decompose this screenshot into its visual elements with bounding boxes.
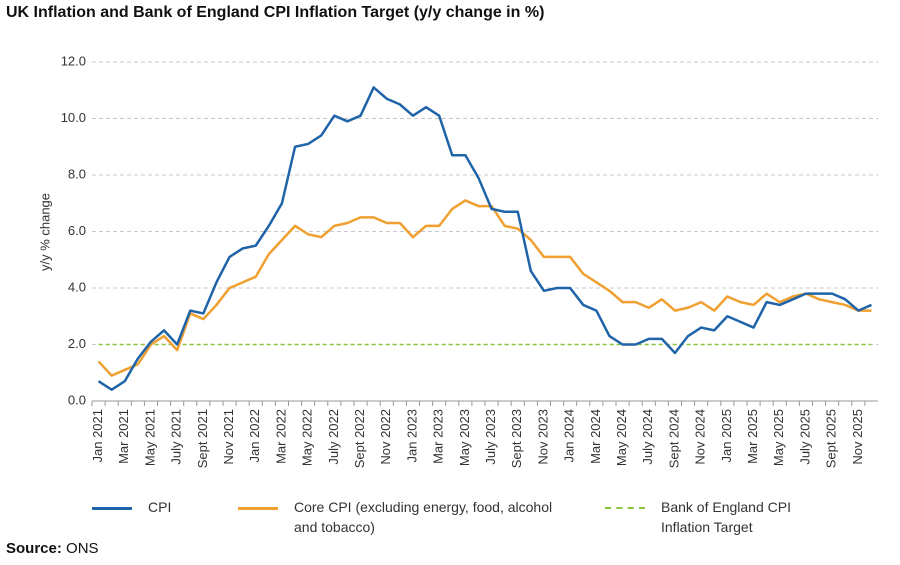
x-tick-label: Jan 2022 <box>247 409 262 463</box>
legend-label: Bank of England CPI Inflation Target <box>661 499 791 535</box>
x-tick-label: Nov 2023 <box>535 409 550 465</box>
source-label: Source: <box>6 540 62 557</box>
x-tick-label: Jan 2023 <box>404 409 419 463</box>
legend-label: Core CPI (excluding energy, food, alcoho… <box>294 499 553 535</box>
legend-item: Core CPI (excluding energy, food, alcoho… <box>238 497 568 537</box>
x-tick-label: Mar 2025 <box>745 409 760 464</box>
x-tick-label: Jan 2024 <box>562 409 577 463</box>
x-tick-label: Mar 2023 <box>431 409 446 464</box>
x-tick-label: May 2021 <box>142 409 157 466</box>
legend-item: CPI <box>92 497 222 517</box>
x-tick-label: May 2023 <box>457 409 472 466</box>
x-tick-label: Nov 2024 <box>693 409 708 465</box>
legend-swatch <box>605 507 645 509</box>
x-tick-label: Sept 2024 <box>666 409 681 468</box>
legend-swatch <box>238 507 278 510</box>
x-tick-label: Sept 2022 <box>352 409 367 468</box>
y-tick-label: 10.0 <box>61 110 86 125</box>
y-tick-label: 0.0 <box>68 392 86 407</box>
x-tick-label: Jan 2025 <box>719 409 734 463</box>
y-tick-label: 12.0 <box>61 53 86 68</box>
y-tick-label: 2.0 <box>68 336 86 351</box>
x-tick-label: Mar 2024 <box>588 409 603 464</box>
x-tick-label: Nov 2025 <box>850 409 865 465</box>
y-tick-label: 6.0 <box>68 223 86 238</box>
x-tick-label: Mar 2022 <box>273 409 288 464</box>
x-tick-label: July 2021 <box>169 409 184 465</box>
y-tick-label: 4.0 <box>68 279 86 294</box>
x-tick-label: Sept 2021 <box>195 409 210 468</box>
y-axis-title: y/y % change <box>37 193 52 271</box>
legend-label: CPI <box>148 499 172 515</box>
x-tick-label: July 2023 <box>483 409 498 465</box>
legend-swatch <box>92 507 132 510</box>
y-tick-label: 8.0 <box>68 166 86 181</box>
x-tick-label: Jan 2021 <box>90 409 105 463</box>
x-tick-label: Sept 2025 <box>824 409 839 468</box>
line-series <box>97 86 872 391</box>
source-text: ONS <box>66 540 99 557</box>
x-tick-label: May 2022 <box>300 409 315 466</box>
x-tick-label: July 2025 <box>797 409 812 465</box>
source: Source: ONS <box>6 540 99 557</box>
x-tick-label: Nov 2021 <box>221 409 236 465</box>
x-tick-label: July 2022 <box>326 409 341 465</box>
x-tick-label: May 2025 <box>771 409 786 466</box>
x-tick-label: July 2024 <box>640 409 655 465</box>
x-tick-label: May 2024 <box>614 409 629 466</box>
legend-item: Bank of England CPI Inflation Target <box>605 497 865 537</box>
line-series <box>97 199 872 377</box>
chart: y/y % change 0.0 2.0 4.0 6.0 8.0 10.0 12.0 Jan … <box>37 53 878 468</box>
x-tick-label: Mar 2021 <box>116 409 131 464</box>
chart-title: UK Inflation and Bank of England CPI Inf… <box>6 4 545 21</box>
x-tick-label: Sept 2023 <box>509 409 524 468</box>
x-tick-label: Nov 2022 <box>378 409 393 465</box>
